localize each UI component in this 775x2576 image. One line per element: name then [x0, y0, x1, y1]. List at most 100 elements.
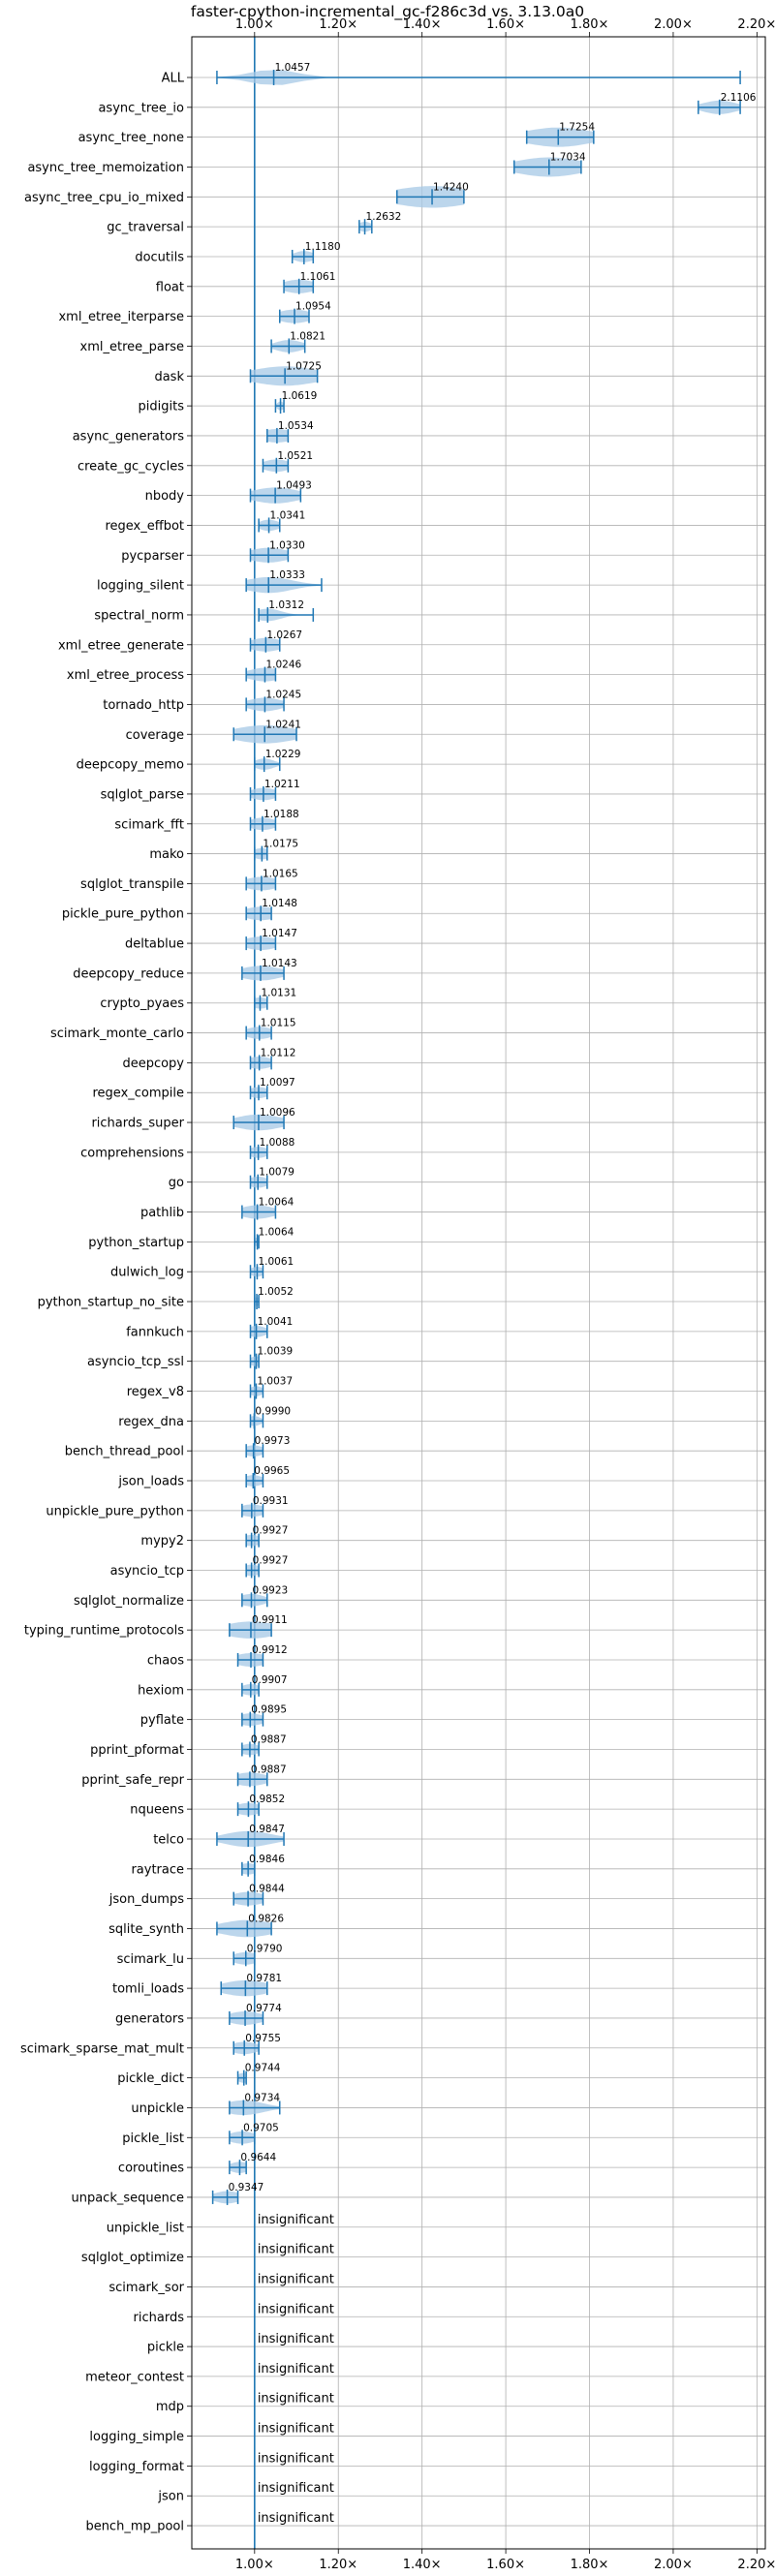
category-label: richards_super: [91, 1117, 184, 1131]
data-label: 1.1061: [300, 271, 336, 283]
data-label: 0.9965: [254, 1465, 290, 1477]
category-label: scimark_sor: [108, 2281, 184, 2295]
category-label: pyflate: [140, 1713, 184, 1728]
category-label: bench_thread_pool: [65, 1445, 184, 1459]
category-label: pprint_safe_repr: [81, 1773, 184, 1788]
data-label: 1.0039: [258, 1346, 294, 1358]
category-label: float: [156, 280, 184, 294]
category-label: sqlite_synth: [108, 1922, 184, 1937]
data-label: 0.9923: [252, 1584, 288, 1596]
data-label: 1.0457: [275, 62, 311, 74]
data-label: 0.9927: [253, 1525, 289, 1537]
data-label: 1.0112: [261, 1047, 296, 1058]
insignificant-label: insignificant: [258, 2332, 334, 2346]
category-label: scimark_sparse_mat_mult: [20, 2041, 184, 2056]
data-label: 1.0148: [262, 898, 297, 909]
category-label: json: [157, 2490, 184, 2504]
category-label: pickle_list: [122, 2131, 184, 2146]
insignificant-label: insignificant: [258, 2451, 334, 2466]
category-label: nbody: [145, 489, 185, 504]
category-label: scimark_monte_carlo: [50, 1027, 184, 1041]
data-label: 1.0188: [264, 809, 299, 820]
category-label: regex_effbot: [105, 519, 184, 534]
category-label: spectral_norm: [94, 608, 184, 623]
data-label: 1.0079: [259, 1167, 294, 1179]
category-label: meteor_contest: [85, 2370, 184, 2384]
x-tick-label-top: 1.20×: [319, 17, 357, 32]
category-label: asyncio_tcp: [110, 1564, 184, 1579]
data-label: 2.1106: [721, 92, 757, 104]
x-tick-label-bottom: 1.80×: [571, 2558, 609, 2572]
category-label: gc_traversal: [107, 221, 184, 235]
data-label: 0.9990: [255, 1405, 291, 1417]
data-label: 1.0534: [278, 420, 314, 432]
data-label: 1.0175: [263, 839, 298, 850]
data-label: 1.0131: [261, 988, 296, 999]
category-label: mako: [149, 847, 184, 862]
data-label: 1.0821: [290, 330, 326, 342]
category-label: xml_etree_parse: [80, 340, 184, 354]
category-label: unpickle_pure_python: [46, 1504, 184, 1518]
category-label: async_tree_memoization: [27, 161, 184, 175]
data-label: 1.0954: [295, 301, 331, 313]
category-label: typing_runtime_protocols: [24, 1624, 184, 1639]
category-label: json_dumps: [108, 1892, 184, 1907]
insignificant-label: insignificant: [258, 2481, 334, 2496]
category-label: coverage: [126, 728, 184, 743]
data-label: 1.0143: [262, 958, 297, 969]
data-label: 0.9705: [243, 2122, 279, 2133]
category-label: unpickle: [131, 2101, 184, 2116]
category-label: comprehensions: [80, 1146, 184, 1160]
data-label: 1.0312: [268, 599, 304, 611]
data-label: 1.0330: [269, 539, 305, 551]
data-label: 1.0246: [265, 659, 301, 671]
category-label: pidigits: [139, 400, 185, 414]
category-label: pathlib: [140, 1206, 184, 1220]
insignificant-label: insignificant: [258, 2422, 334, 2437]
data-label: 0.9973: [255, 1435, 291, 1447]
data-label: 0.9911: [252, 1614, 288, 1626]
data-label: 0.9847: [249, 1824, 285, 1835]
x-tick-label-top: 1.00×: [235, 17, 274, 32]
data-label: 1.0064: [259, 1226, 294, 1238]
data-label: 1.0115: [261, 1018, 296, 1029]
data-label: 1.0096: [260, 1107, 295, 1119]
category-label: pickle_dict: [117, 2071, 184, 2086]
category-label: xml_etree_iterparse: [58, 310, 184, 324]
x-tick-label-top: 1.80×: [571, 17, 609, 32]
data-label: 1.2632: [366, 211, 402, 223]
category-label: hexiom: [138, 1683, 184, 1698]
data-label: 0.9644: [240, 2152, 276, 2163]
category-label: xml_etree_generate: [58, 638, 184, 653]
data-label: 0.9790: [247, 1943, 283, 1954]
insignificant-label: insignificant: [258, 2302, 334, 2316]
data-label: 1.4240: [433, 181, 469, 193]
data-label: 0.9774: [246, 2003, 282, 2014]
category-label: json_loads: [117, 1475, 184, 1489]
category-label: pickle_pure_python: [62, 907, 184, 922]
data-label: 0.9846: [249, 1854, 285, 1865]
category-label: tornado_http: [103, 698, 184, 713]
data-label: 1.7034: [550, 151, 586, 163]
category-label: logging_simple: [89, 2430, 184, 2444]
category-label: python_startup: [88, 1236, 184, 1250]
category-label: bench_mp_pool: [85, 2520, 184, 2534]
category-label: async_tree_io: [98, 101, 184, 115]
category-label: async_tree_none: [78, 131, 184, 145]
category-label: generators: [115, 2011, 184, 2026]
insignificant-label: insignificant: [258, 2511, 334, 2526]
data-label: 1.0147: [262, 928, 297, 939]
plot-frame: [191, 36, 766, 2550]
category-label: sqlglot_optimize: [81, 2251, 184, 2265]
data-label: 0.9844: [249, 1884, 285, 1895]
data-label: 0.9887: [251, 1733, 287, 1745]
insignificant-label: insignificant: [258, 2213, 334, 2227]
x-tick-label-bottom: 2.20×: [737, 2558, 775, 2572]
category-label: sqlglot_parse: [101, 787, 184, 802]
category-label: dask: [154, 370, 184, 384]
insignificant-label: insignificant: [258, 2392, 334, 2407]
data-label: 0.9755: [245, 2033, 281, 2044]
category-label: docutils: [135, 250, 184, 264]
category-label: coroutines: [118, 2162, 184, 2176]
category-label: mdp: [156, 2400, 184, 2414]
